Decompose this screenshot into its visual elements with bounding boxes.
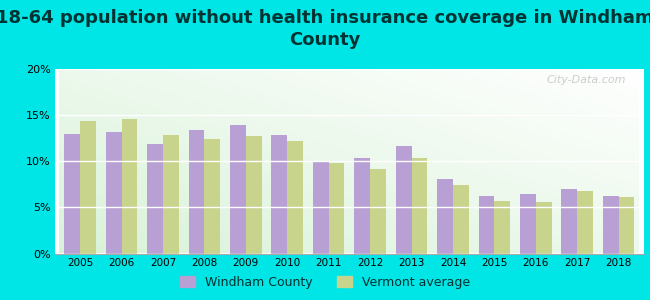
Bar [246,136,261,254]
Bar [287,141,303,254]
Bar [478,196,495,254]
Bar [230,125,246,254]
Text: 18-64 population without health insurance coverage in Windham
County: 18-64 population without health insuranc… [0,9,650,49]
Bar [562,189,577,254]
Bar [619,197,634,254]
Bar [370,169,386,254]
Bar [80,121,96,254]
Bar [396,146,411,254]
Bar [147,144,163,254]
Bar [453,185,469,254]
Bar [313,161,329,254]
Bar [437,179,453,254]
Bar [354,158,370,254]
Bar [106,132,122,254]
Bar [64,134,80,254]
Bar [122,119,137,254]
Bar [204,139,220,254]
Bar [163,135,179,254]
Bar [329,163,344,254]
Bar [188,130,204,254]
Legend: Windham County, Vermont average: Windham County, Vermont average [175,271,475,294]
Bar [603,196,619,254]
Bar [577,191,593,254]
Text: City-Data.com: City-Data.com [547,74,626,85]
Bar [495,201,510,253]
Bar [536,202,552,254]
Bar [520,194,536,254]
Bar [272,135,287,254]
Bar [411,158,427,254]
